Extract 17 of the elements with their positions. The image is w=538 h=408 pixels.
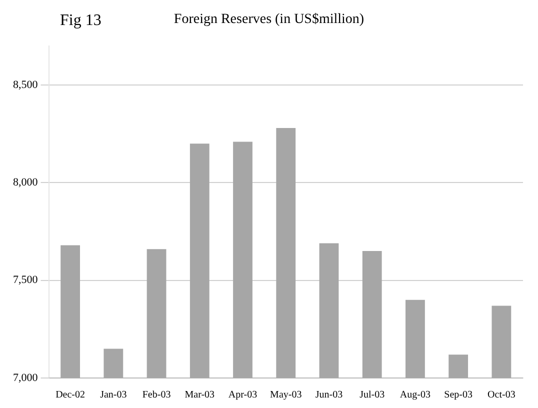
y-tick-label: 7,000 — [13, 372, 38, 384]
x-tick-label: Dec-02 — [56, 390, 86, 401]
x-tick-label: May-03 — [270, 390, 302, 401]
x-tick-label: Mar-03 — [184, 390, 215, 401]
y-tick-label: 8,000 — [13, 176, 38, 189]
x-tick-label: Aug-03 — [400, 390, 430, 401]
x-tick-label: Sep-03 — [444, 390, 472, 401]
caption: Fig 13 — [60, 12, 102, 30]
x-tick-label: Jul-03 — [360, 390, 385, 401]
y-tick-label: 7,500 — [13, 274, 38, 286]
x-tick-label: Jan-03 — [100, 390, 127, 401]
x-tick-label: Jun-03 — [315, 390, 343, 401]
x-tick-label: Feb-03 — [142, 390, 171, 401]
x-tick-label: Oct-03 — [488, 390, 516, 401]
chart-title: Foreign Reserves (in US$million) — [174, 12, 364, 27]
y-tick-label: 8,500 — [13, 78, 38, 91]
x-tick-label: Apr-03 — [228, 390, 258, 401]
